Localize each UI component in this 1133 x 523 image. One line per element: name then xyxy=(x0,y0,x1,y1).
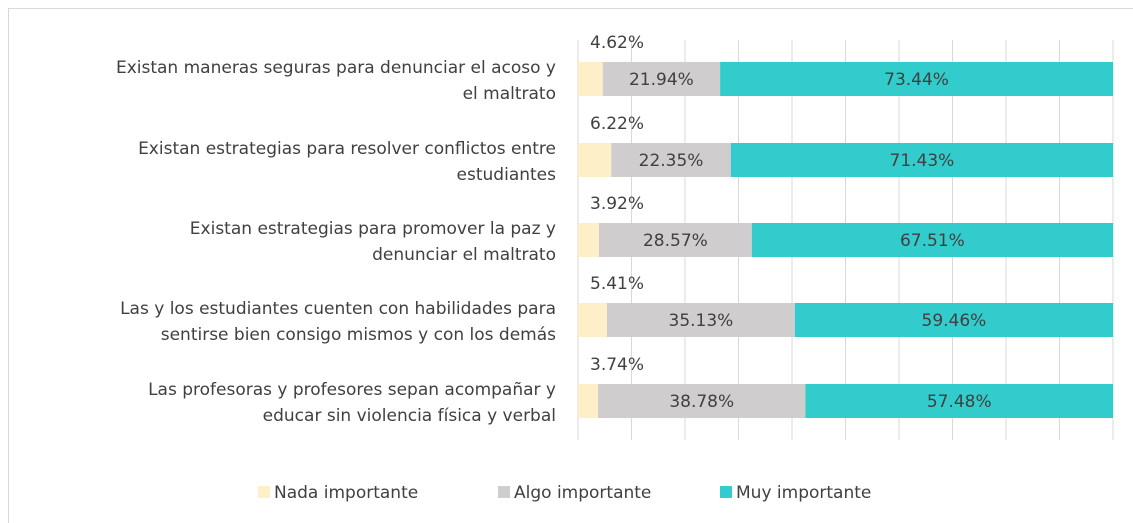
bar-segment xyxy=(720,62,1113,96)
category-label: educar sin violencia física y verbal xyxy=(263,406,556,426)
data-label: 4.62% xyxy=(590,33,644,53)
bar-segment xyxy=(730,143,1113,177)
category-label: denunciar el maltrato xyxy=(372,245,556,265)
bar-segment xyxy=(751,223,1113,257)
data-label: 57.48% xyxy=(927,392,992,412)
data-label: 73.44% xyxy=(884,70,949,90)
bar-segment xyxy=(578,62,603,96)
legend-swatch xyxy=(258,486,270,498)
bar-segment xyxy=(578,384,599,418)
legend-swatch xyxy=(498,486,510,498)
category-label: Existan estrategias para resolver confli… xyxy=(138,139,556,159)
data-label: 5.41% xyxy=(590,274,644,294)
chart-frame xyxy=(8,8,1133,523)
bar-segment xyxy=(578,223,599,257)
bar-segment xyxy=(598,384,806,418)
category-label: estudiantes xyxy=(457,165,557,185)
bar-segment xyxy=(578,303,607,337)
bar-segment xyxy=(805,384,1113,418)
bar-segment xyxy=(606,303,795,337)
legend-label: Nada importante xyxy=(274,483,418,503)
legend-label: Muy importante xyxy=(736,483,871,503)
data-label: 3.74% xyxy=(590,355,644,375)
legend-label: Algo importante xyxy=(514,483,651,503)
data-label: 67.51% xyxy=(900,231,965,251)
data-label: 28.57% xyxy=(643,231,708,251)
data-label: 38.78% xyxy=(669,392,734,412)
legend-swatch xyxy=(720,486,732,498)
category-label: Las profesoras y profesores sepan acompa… xyxy=(148,380,556,400)
category-label: Existan estrategias para promover la paz… xyxy=(190,219,556,239)
category-label: Existan maneras seguras para denunciar e… xyxy=(116,58,556,78)
data-label: 59.46% xyxy=(922,311,987,331)
category-label: el maltrato xyxy=(463,84,556,104)
bar-segment xyxy=(578,143,612,177)
bar-segment xyxy=(598,223,752,257)
bar-segment xyxy=(794,303,1113,337)
data-label: 21.94% xyxy=(629,70,694,90)
data-label: 35.13% xyxy=(669,311,734,331)
category-label: Las y los estudiantes cuenten con habili… xyxy=(120,299,556,319)
data-label: 22.35% xyxy=(639,151,704,171)
data-label: 3.92% xyxy=(590,194,644,214)
bar-segment xyxy=(602,62,721,96)
bar-segment xyxy=(611,143,731,177)
data-label: 71.43% xyxy=(890,151,955,171)
category-label: sentirse bien consigo mismos y con los d… xyxy=(161,325,556,345)
data-label: 6.22% xyxy=(590,114,644,134)
